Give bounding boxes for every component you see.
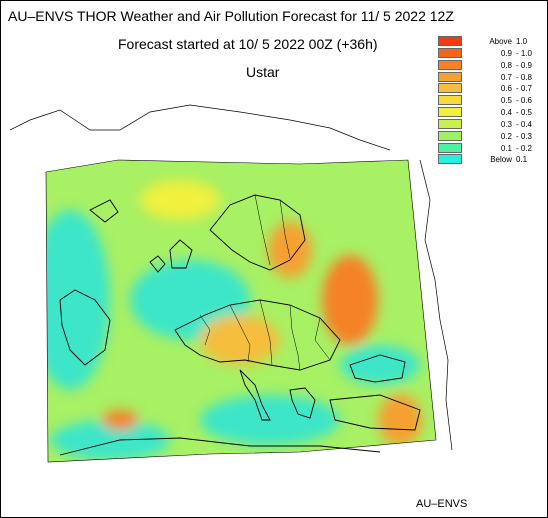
legend-label: 0.5 - 0.6 — [470, 95, 544, 106]
legend-to: - 0.9 — [516, 60, 533, 70]
coast-britain — [169, 239, 193, 269]
legend-swatch — [438, 83, 462, 94]
legend-from: 0.2 — [500, 131, 512, 141]
forecast-start: Forecast started at 10/ 5 2022 00Z (+36h… — [118, 36, 378, 52]
field-low-blacksea — [340, 345, 420, 385]
coast-north-africa — [59, 437, 381, 456]
field-high-anatolia — [378, 394, 422, 446]
legend-label: 0.8 - 0.9 — [470, 60, 544, 71]
legend-row: Below 0.1 — [436, 154, 546, 166]
legend-label: 0.3 - 0.4 — [470, 119, 544, 130]
legend-from: 0.4 — [500, 108, 512, 118]
legend-row: 0.1 - 0.2 — [436, 142, 546, 155]
legend-swatch — [438, 142, 462, 153]
legend-label: Below 0.1 — [470, 154, 544, 165]
field-low-atlantic — [46, 210, 110, 390]
legend-row: 0.9 - 1.0 — [436, 47, 546, 60]
footer-brand: AU–ENVS — [416, 498, 468, 510]
legend-to: 1.0 — [516, 37, 528, 46]
legend-to: - 0.5 — [516, 108, 533, 118]
legend-to: - 1.0 — [516, 48, 533, 58]
coast-iberia — [59, 289, 111, 366]
country-borders — [199, 194, 331, 371]
legend-label: 0.9 - 1.0 — [470, 48, 544, 59]
legend-from: 0.5 — [500, 96, 512, 106]
coast-black-sea — [349, 354, 406, 383]
legend-row: 0.2 - 0.3 — [436, 130, 546, 143]
legend-label: Above 1.0 — [470, 36, 544, 47]
field-high-central — [200, 315, 280, 365]
legend-swatch — [438, 130, 462, 141]
legend-row: 0.4 - 0.5 — [436, 107, 546, 119]
legend-label: 0.2 - 0.3 — [470, 131, 544, 142]
legend-swatch — [438, 59, 462, 70]
coast-anatolia — [329, 394, 421, 431]
field-high-gibraltar — [102, 410, 138, 430]
legend-from: 0.7 — [500, 72, 512, 82]
model-domain-outline — [45, 159, 437, 463]
legend-to: 0.1 — [516, 155, 528, 165]
ustar-field — [46, 160, 436, 462]
legend-to: - 0.8 — [516, 72, 533, 82]
coast-scandinavia — [209, 194, 306, 271]
legend-from: Below — [490, 155, 512, 165]
legend: Above 1.0 0.9 - 1.0 0.8 - 0.9 0.7 - 0.8 0.6 - 0.7… — [436, 36, 546, 166]
coast-east-outside — [419, 159, 453, 451]
legend-swatch — [438, 71, 462, 82]
legend-swatch — [438, 118, 462, 129]
coast-italy — [239, 369, 271, 421]
legend-from: 0.6 — [500, 84, 512, 94]
coast-iceland — [89, 199, 119, 223]
legend-to: - 0.6 — [516, 96, 533, 106]
legend-to: - 0.7 — [516, 84, 533, 94]
field-peak-russia — [322, 255, 378, 345]
legend-swatch — [438, 36, 462, 46]
legend-from: 0.8 — [500, 60, 512, 70]
legend-swatch — [438, 95, 462, 106]
legend-swatch — [438, 154, 462, 165]
coast-greece — [289, 387, 316, 419]
legend-to: - 0.2 — [516, 143, 533, 153]
legend-label: 0.7 - 0.8 — [470, 72, 544, 83]
legend-from: 0.3 — [500, 119, 512, 129]
legend-from: 0.1 — [500, 143, 512, 153]
legend-to: - 0.3 — [516, 131, 533, 141]
field-high-baltic — [268, 222, 312, 278]
forecast-title: AU–ENVS THOR Weather and Air Pollution F… — [8, 8, 454, 24]
legend-row: 0.3 - 0.4 — [436, 118, 546, 131]
legend-row: 0.6 - 0.7 — [436, 83, 546, 95]
legend-label: 0.6 - 0.7 — [470, 83, 544, 94]
legend-from: Above — [489, 37, 512, 46]
legend-row: 0.5 - 0.6 — [436, 95, 546, 107]
legend-to: - 0.4 — [516, 119, 533, 129]
legend-label: 0.1 - 0.2 — [470, 143, 544, 154]
coast-ireland — [149, 255, 166, 273]
parameter-name: Ustar — [246, 64, 280, 80]
coast-arctic-outside — [9, 104, 391, 151]
legend-row: 0.7 - 0.8 — [436, 71, 546, 84]
legend-swatch — [438, 47, 462, 58]
legend-swatch — [438, 107, 462, 118]
field-mid-north — [140, 180, 220, 220]
legend-from: 0.9 — [500, 48, 512, 58]
legend-label: 0.4 - 0.5 — [470, 107, 544, 118]
legend-row: Above 1.0 — [436, 36, 546, 48]
legend-row: 0.8 - 0.9 — [436, 59, 546, 72]
